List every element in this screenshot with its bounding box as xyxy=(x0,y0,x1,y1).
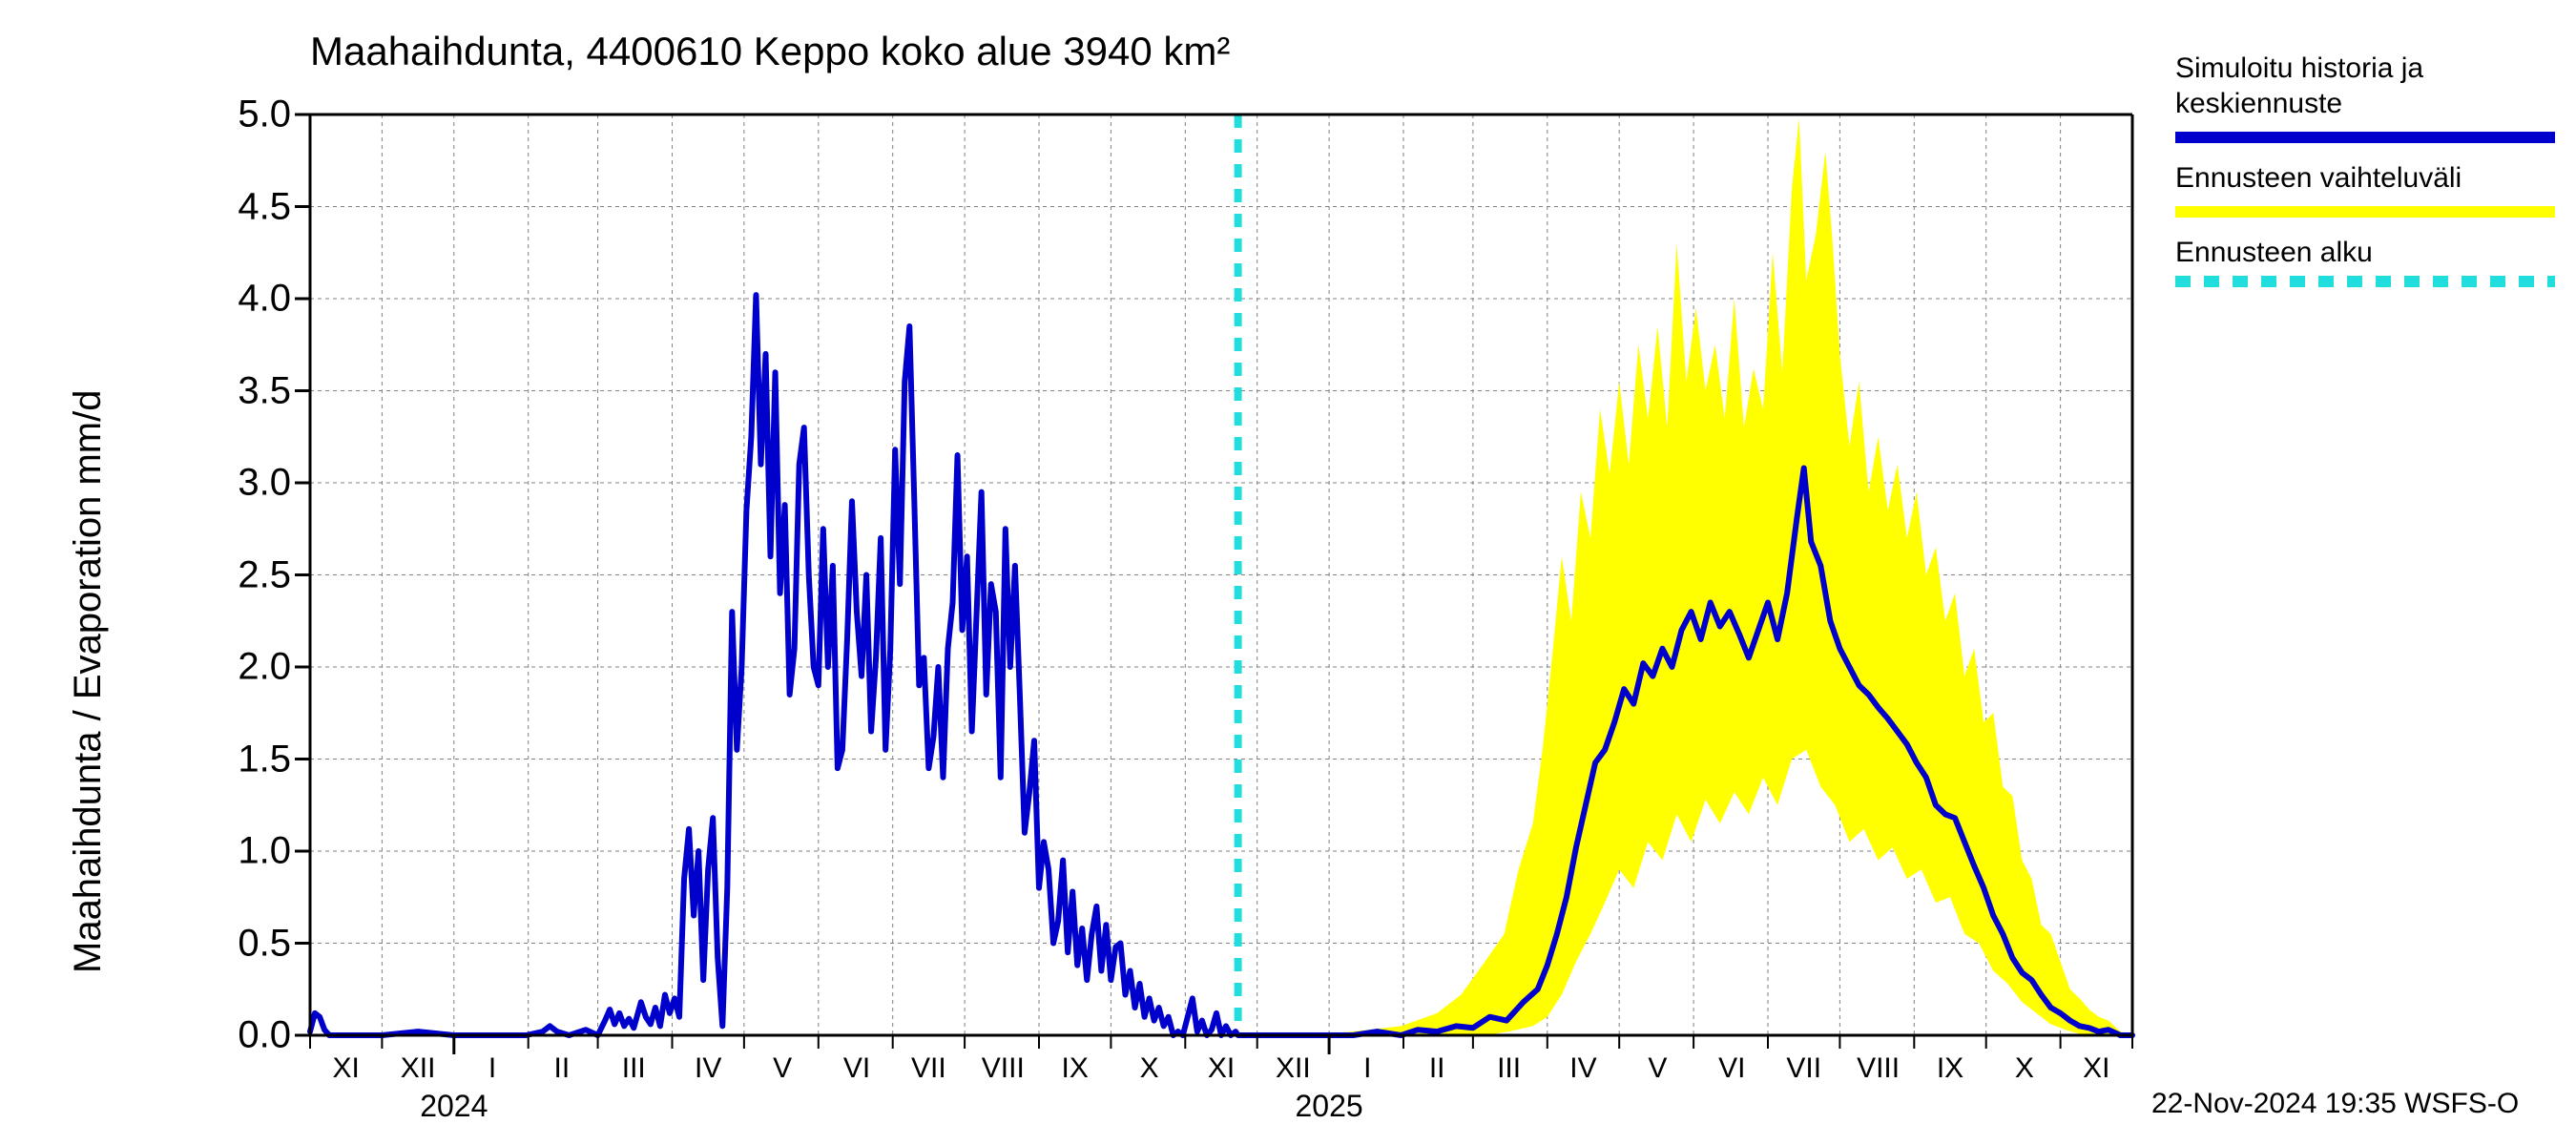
y-tick-label: 4.5 xyxy=(224,185,291,228)
legend-swatch-history xyxy=(2175,132,2555,143)
x-tick-label: VI xyxy=(1718,1052,1745,1085)
y-tick-label: 0.0 xyxy=(224,1014,291,1057)
x-tick-label: V xyxy=(1648,1052,1667,1085)
x-tick-label: XI xyxy=(2083,1052,2109,1085)
x-tick-label: VII xyxy=(911,1052,946,1085)
year-label: 2025 xyxy=(1295,1089,1362,1124)
x-tick-label: XII xyxy=(1276,1052,1311,1085)
y-tick-label: 1.0 xyxy=(224,830,291,873)
x-tick-label: IX xyxy=(1062,1052,1089,1085)
y-tick-label: 3.0 xyxy=(224,462,291,505)
y-tick-label: 0.5 xyxy=(224,922,291,965)
x-tick-label: III xyxy=(1497,1052,1521,1085)
x-tick-label: III xyxy=(622,1052,646,1085)
legend-item-history-line2: keskiennuste xyxy=(2175,88,2342,120)
x-tick-label: VIII xyxy=(982,1052,1025,1085)
footer-timestamp: 22-Nov-2024 19:35 WSFS-O xyxy=(2151,1088,2519,1120)
chart-title: Maahaihdunta, 4400610 Keppo koko alue 39… xyxy=(310,29,1230,74)
x-tick-label: XI xyxy=(333,1052,360,1085)
x-tick-label: VI xyxy=(843,1052,870,1085)
x-tick-label: II xyxy=(1429,1052,1445,1085)
year-label: 2024 xyxy=(420,1089,488,1124)
x-tick-label: V xyxy=(773,1052,792,1085)
y-tick-label: 3.5 xyxy=(224,369,291,412)
x-tick-label: X xyxy=(2015,1052,2034,1085)
y-tick-label: 5.0 xyxy=(224,94,291,136)
y-tick-label: 2.5 xyxy=(224,553,291,596)
x-tick-label: IV xyxy=(695,1052,721,1085)
x-tick-label: IV xyxy=(1569,1052,1596,1085)
x-tick-label: XII xyxy=(401,1052,436,1085)
x-tick-label: VIII xyxy=(1857,1052,1900,1085)
chart-root: Maahaihdunta, 4400610 Keppo koko alue 39… xyxy=(0,0,2576,1145)
x-tick-label: II xyxy=(554,1052,571,1085)
legend-swatch-band xyxy=(2175,206,2555,218)
y-tick-label: 1.5 xyxy=(224,738,291,781)
x-tick-label: I xyxy=(1363,1052,1371,1085)
legend-item-forecaststart-line1: Ennusteen alku xyxy=(2175,237,2373,269)
y-axis-label: Maahaihdunta / Evaporation mm/d xyxy=(67,390,110,973)
x-tick-label: X xyxy=(1140,1052,1159,1085)
x-tick-label: XI xyxy=(1208,1052,1235,1085)
plot-area xyxy=(291,95,2151,1054)
x-tick-label: VII xyxy=(1786,1052,1821,1085)
legend-item-history-line1: Simuloitu historia ja xyxy=(2175,52,2423,85)
y-tick-label: 4.0 xyxy=(224,278,291,321)
legend-swatch-forecaststart xyxy=(2175,275,2555,288)
x-tick-label: IX xyxy=(1937,1052,1963,1085)
y-tick-label: 2.0 xyxy=(224,646,291,689)
legend-item-band-line1: Ennusteen vaihteluväli xyxy=(2175,162,2462,195)
x-tick-label: I xyxy=(488,1052,496,1085)
